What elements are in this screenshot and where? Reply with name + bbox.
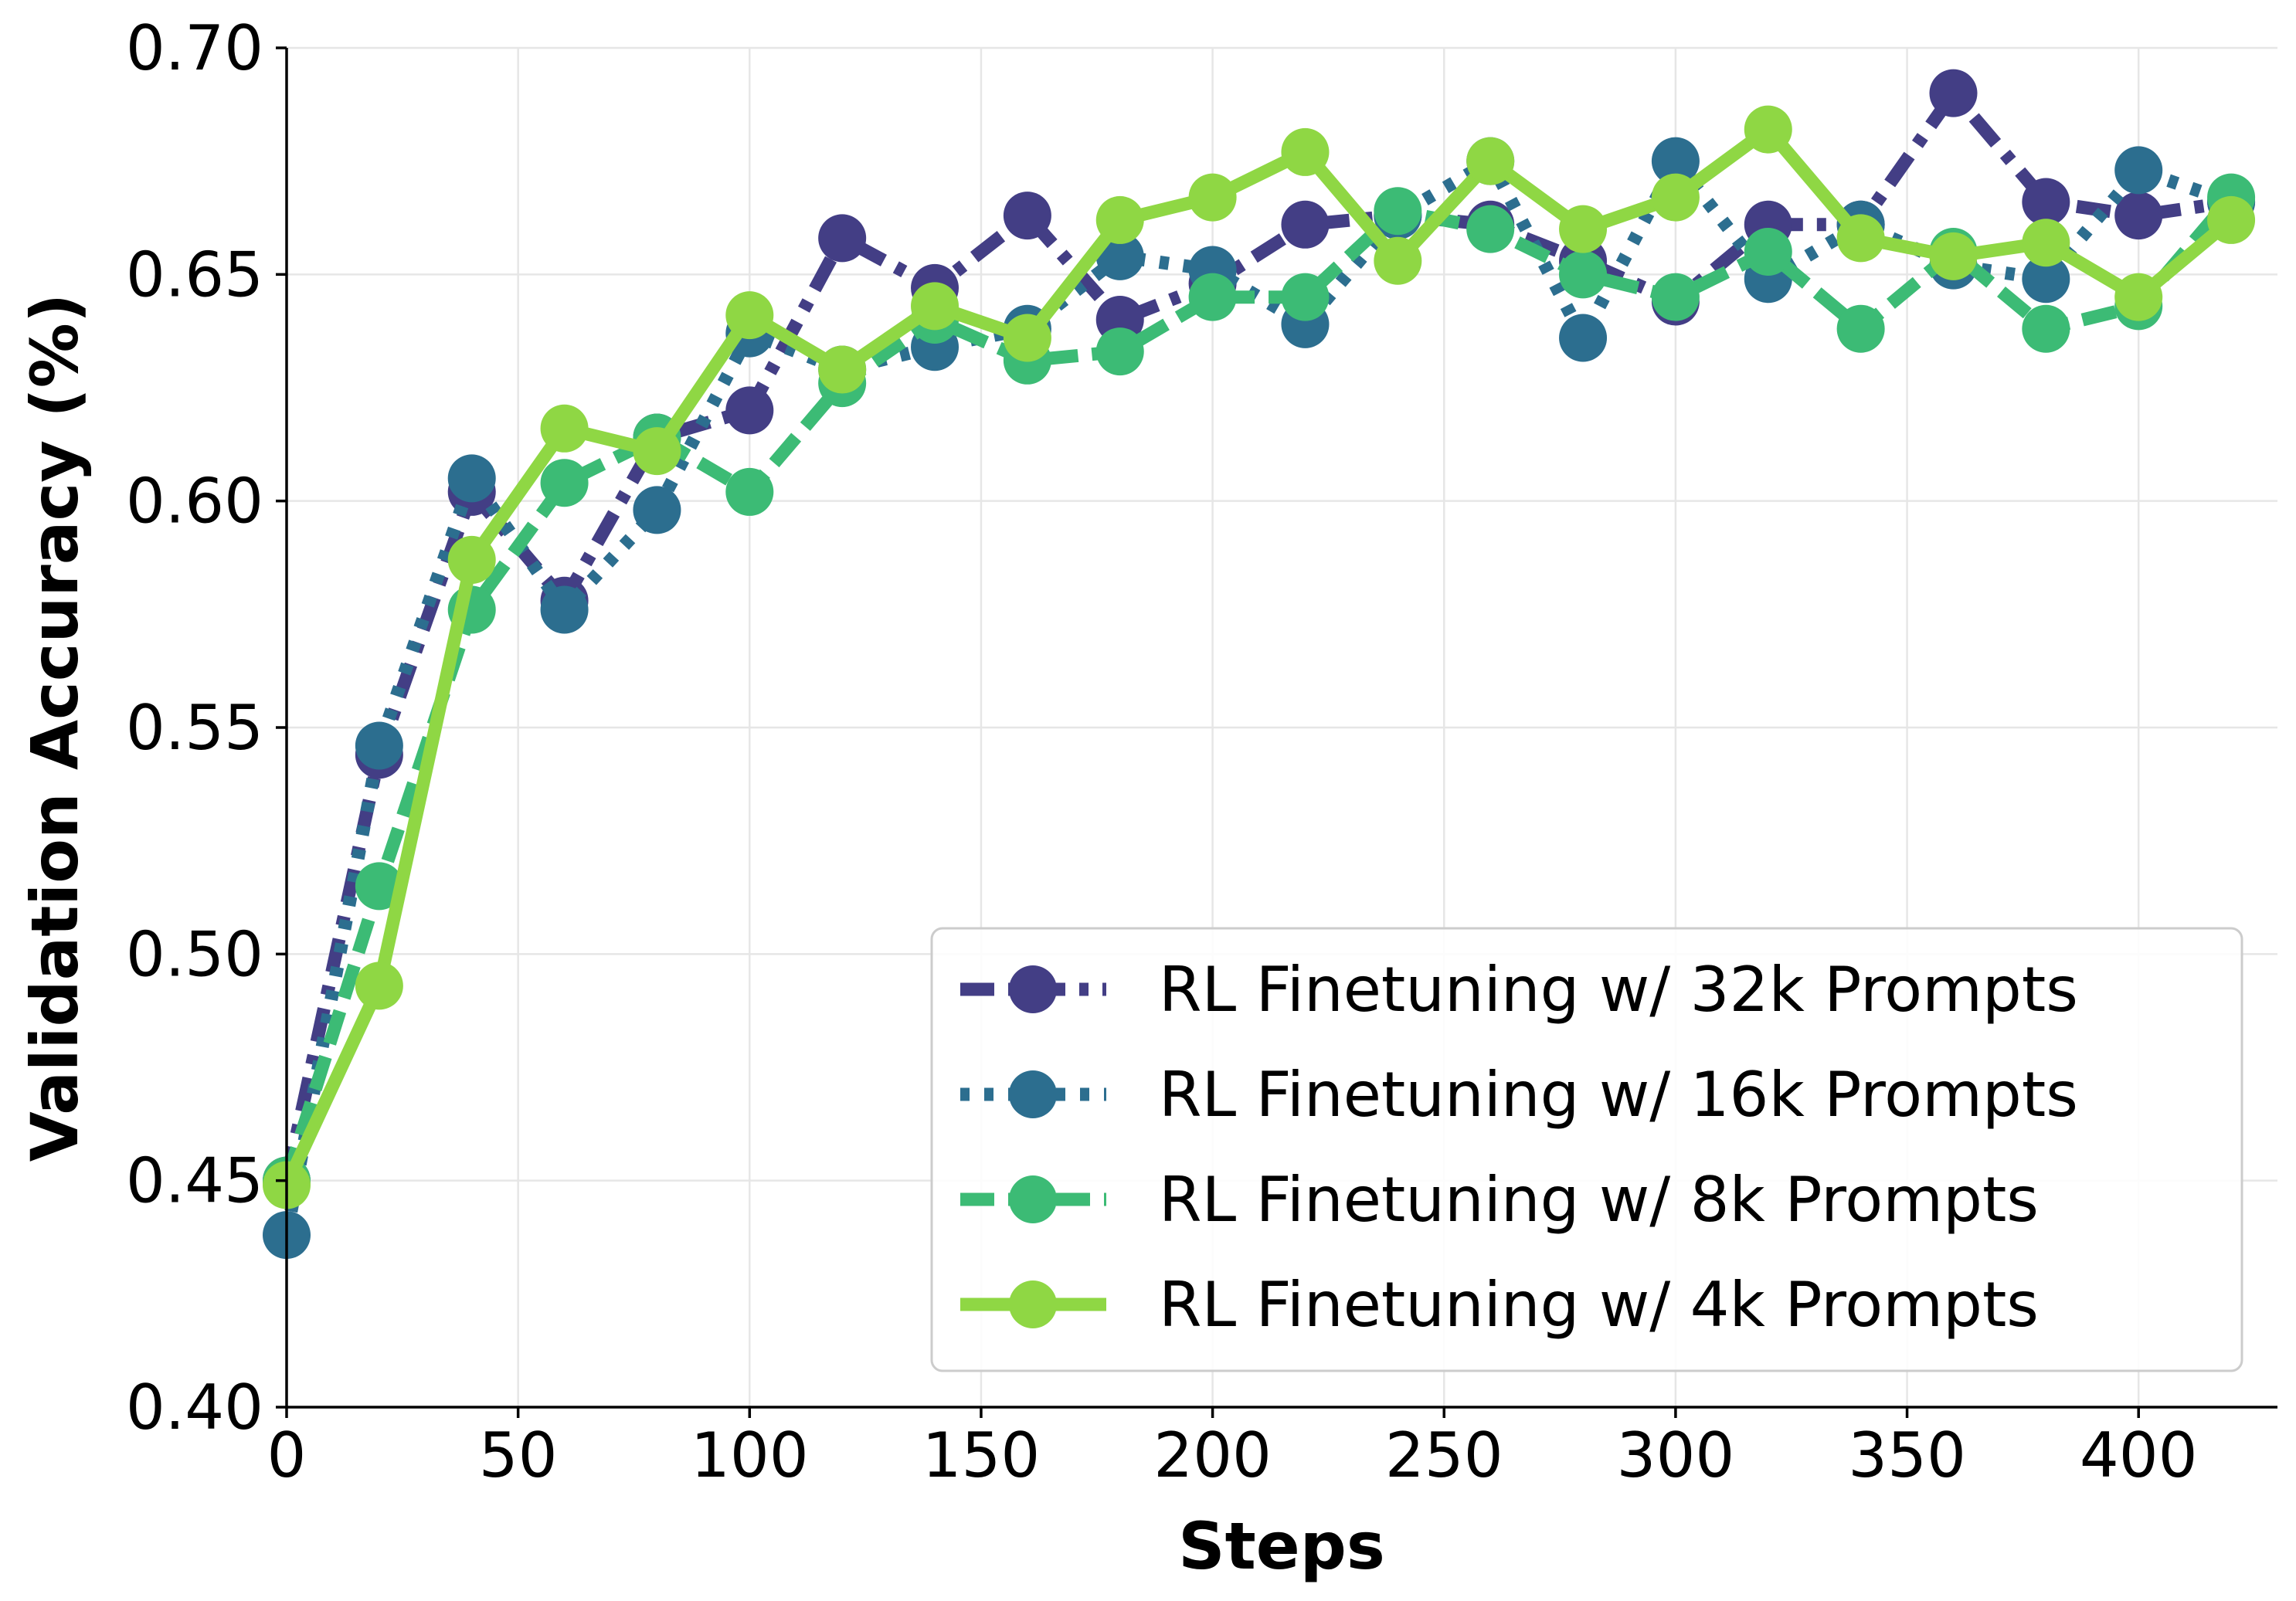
legend-frame bbox=[930, 927, 2243, 1372]
x-tick-label: 150 bbox=[922, 1420, 1041, 1491]
data-point bbox=[1095, 327, 1144, 376]
data-point bbox=[2022, 255, 2070, 304]
data-point bbox=[2114, 192, 2163, 240]
data-point bbox=[2114, 273, 2163, 321]
x-tick-label: 0 bbox=[267, 1420, 307, 1491]
x-axis-title: Steps bbox=[1178, 1508, 1385, 1584]
ticks: 0 50 100 150 200 250 300 350 400 0.40 0.45 0.50 0.55… bbox=[126, 12, 2198, 1491]
data-point bbox=[1559, 250, 1608, 299]
legend: RL Finetuning w/ 32k Prompts RL Finetunin… bbox=[930, 927, 2243, 1372]
data-point bbox=[1374, 187, 1422, 236]
y-tick-label: 0.60 bbox=[126, 466, 263, 538]
legend-label: RL Finetuning w/ 32k Prompts bbox=[1159, 954, 2078, 1026]
data-point bbox=[1744, 228, 1792, 276]
legend-label: RL Finetuning w/ 4k Prompts bbox=[1159, 1269, 2039, 1341]
x-tick-label: 50 bbox=[479, 1420, 558, 1491]
data-point bbox=[540, 459, 589, 507]
data-point bbox=[2022, 178, 2070, 226]
data-point bbox=[1836, 304, 1885, 353]
x-tick-label: 250 bbox=[1385, 1420, 1503, 1491]
data-point bbox=[1281, 127, 1330, 176]
y-tick-label: 0.70 bbox=[126, 12, 263, 84]
legend-swatch-marker bbox=[1009, 1175, 1057, 1223]
legend-item: RL Finetuning w/ 32k Prompts bbox=[960, 954, 2078, 1026]
legend-label: RL Finetuning w/ 16k Prompts bbox=[1159, 1059, 2078, 1131]
data-point bbox=[447, 535, 496, 584]
data-point bbox=[1095, 195, 1144, 244]
data-point bbox=[2114, 146, 2163, 195]
data-point bbox=[1466, 205, 1515, 253]
data-point bbox=[447, 454, 496, 503]
legend-swatch-marker bbox=[1009, 1280, 1057, 1328]
data-point bbox=[818, 345, 867, 394]
data-point bbox=[1929, 69, 1978, 117]
series-group bbox=[263, 69, 2256, 1260]
x-tick-label: 300 bbox=[1617, 1420, 1735, 1491]
data-point bbox=[1651, 273, 1700, 321]
y-tick-label: 0.55 bbox=[126, 692, 263, 764]
data-point bbox=[1188, 173, 1237, 222]
y-tick-label: 0.50 bbox=[126, 918, 263, 990]
data-point bbox=[540, 404, 589, 453]
data-point bbox=[2207, 195, 2256, 244]
data-point bbox=[725, 467, 774, 516]
series-line bbox=[280, 86, 2233, 1182]
x-tick-label: 100 bbox=[691, 1420, 809, 1491]
x-tick-label: 400 bbox=[2080, 1420, 2198, 1491]
data-point bbox=[2022, 304, 2070, 353]
data-point bbox=[1651, 173, 1700, 222]
legend-item: RL Finetuning w/ 8k Prompts bbox=[960, 1164, 2039, 1236]
legend-swatch-marker bbox=[1009, 965, 1057, 1013]
data-point bbox=[1003, 314, 1051, 362]
y-tick-label: 0.65 bbox=[126, 239, 263, 310]
data-point bbox=[355, 721, 403, 770]
data-point bbox=[725, 386, 774, 435]
y-tick-label: 0.40 bbox=[126, 1372, 263, 1443]
series-line bbox=[280, 123, 2236, 1189]
legend-item: RL Finetuning w/ 4k Prompts bbox=[960, 1269, 2039, 1341]
data-point bbox=[1374, 236, 1422, 285]
data-point bbox=[1744, 105, 1792, 154]
data-point bbox=[540, 585, 589, 634]
data-point bbox=[355, 862, 403, 911]
data-point bbox=[1281, 200, 1330, 249]
data-point bbox=[1281, 273, 1330, 321]
x-tick-label: 200 bbox=[1153, 1420, 1272, 1491]
data-point bbox=[633, 486, 681, 534]
legend-item: RL Finetuning w/ 16k Prompts bbox=[960, 1059, 2078, 1131]
series-4 bbox=[263, 105, 2256, 1209]
data-point bbox=[2022, 219, 2070, 267]
data-point bbox=[633, 427, 681, 476]
data-point bbox=[1466, 137, 1515, 185]
data-point bbox=[1559, 205, 1608, 253]
data-point bbox=[725, 291, 774, 340]
data-point bbox=[1836, 214, 1885, 263]
legend-swatch-marker bbox=[1009, 1070, 1057, 1118]
series-line bbox=[280, 154, 2233, 1236]
y-tick-label: 0.45 bbox=[126, 1145, 263, 1217]
series-line bbox=[280, 193, 2237, 1183]
x-tick-label: 350 bbox=[1848, 1420, 1966, 1491]
legend-label: RL Finetuning w/ 8k Prompts bbox=[1159, 1164, 2039, 1236]
data-point bbox=[1003, 192, 1051, 240]
data-point bbox=[1188, 273, 1237, 321]
data-point bbox=[1559, 314, 1608, 362]
data-point bbox=[911, 282, 959, 331]
data-point bbox=[1651, 137, 1700, 185]
data-point bbox=[818, 214, 867, 263]
data-point bbox=[355, 962, 403, 1010]
y-axis-title: Validation Accuracy (%) bbox=[17, 293, 93, 1162]
data-point bbox=[1929, 232, 1978, 280]
